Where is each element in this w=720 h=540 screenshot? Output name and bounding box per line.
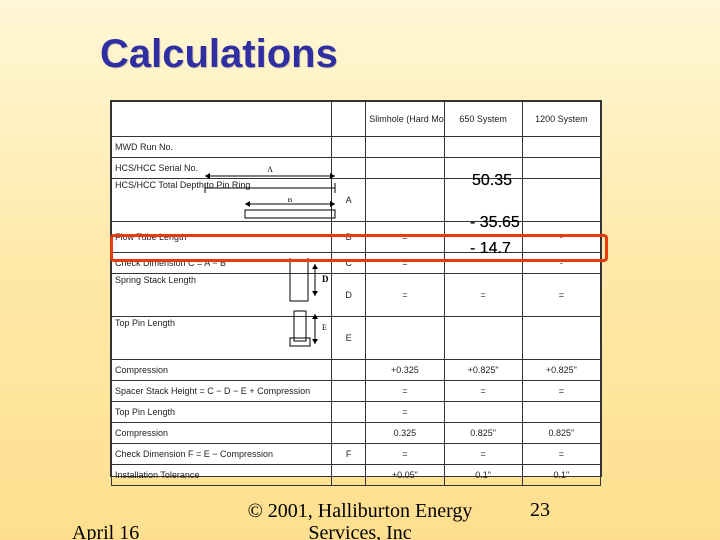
col-1200: 1200 System bbox=[522, 102, 600, 137]
table-row: Spacer Stack Height = C − D − E + Compre… bbox=[112, 381, 601, 402]
table-row: Top Pin LengthE bbox=[112, 317, 601, 360]
table-row: Spring Stack LengthD=== bbox=[112, 274, 601, 317]
table-row: Installation Tolerance+0.05"0.1"0.1" bbox=[112, 465, 601, 486]
footer: April 16 © 2001, Halliburton Energy Serv… bbox=[0, 490, 720, 540]
table-row: Top Pin Length= bbox=[112, 402, 601, 423]
col-650: 650 System bbox=[444, 102, 522, 137]
footer-date: April 16 bbox=[72, 522, 139, 540]
hand-value-3: - 14.7 bbox=[470, 240, 511, 258]
col-blank bbox=[112, 102, 332, 137]
table: Slimhole (Hard Mount) 650 System 1200 Sy… bbox=[111, 101, 601, 486]
footer-copyright: © 2001, Halliburton Energy Services, Inc bbox=[220, 500, 500, 540]
table-row: HCS/HCC Total Depth to Pin RingA bbox=[112, 179, 601, 222]
table-row: Flow Tube LengthB=- bbox=[112, 222, 601, 253]
hand-value-1: 50.35 bbox=[472, 172, 512, 190]
table-row: Compression0.3250.825"0.825" bbox=[112, 423, 601, 444]
col-desig bbox=[332, 102, 366, 137]
table-row: Check Dimension F = E − CompressionF=== bbox=[112, 444, 601, 465]
col-slim: Slimhole (Hard Mount) bbox=[366, 102, 444, 137]
table-row: HCS/HCC Serial No. bbox=[112, 158, 601, 179]
footer-page: 23 bbox=[530, 499, 550, 522]
table-row: MWD Run No. bbox=[112, 137, 601, 158]
hand-value-2: - 35.65 bbox=[470, 214, 520, 232]
calc-table: Slimhole (Hard Mount) 650 System 1200 Sy… bbox=[110, 100, 602, 477]
slide: Calculations Slimhole (Hard Mount) 650 S… bbox=[0, 0, 720, 540]
table-row-highlight: Check Dimension C = A − BC=- bbox=[112, 253, 601, 274]
table-row: Compression+0.325+0.825"+0.825" bbox=[112, 360, 601, 381]
slide-title: Calculations bbox=[100, 32, 338, 77]
